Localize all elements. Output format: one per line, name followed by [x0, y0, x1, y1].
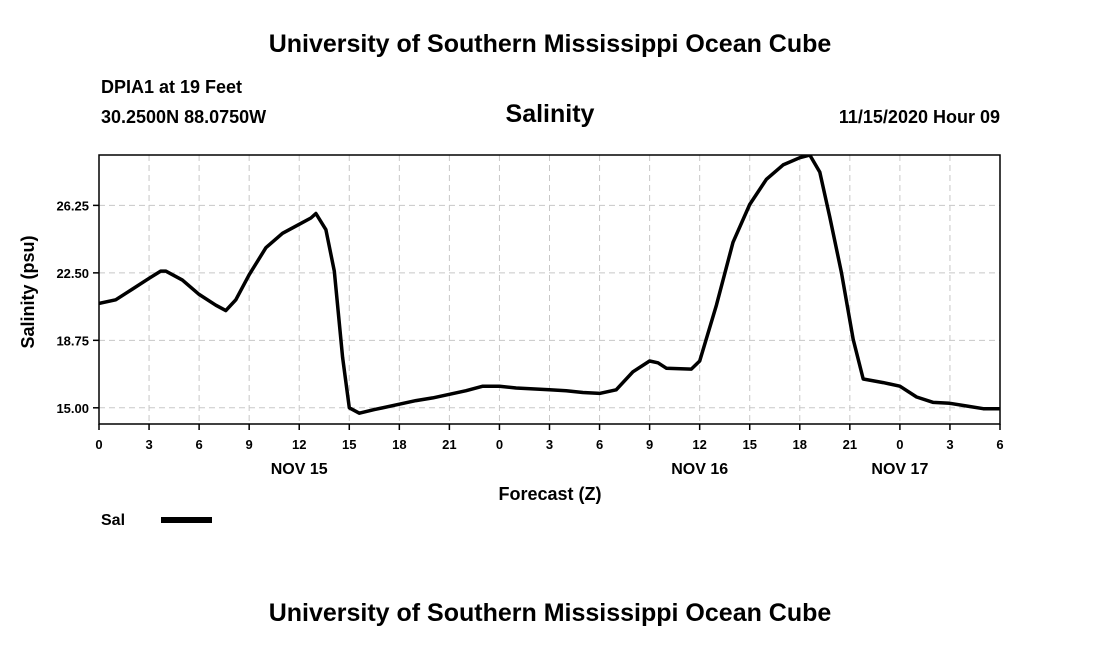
x-tick-label: 3	[946, 437, 953, 452]
x-tick-label: 15	[742, 437, 756, 452]
chart-title: Salinity	[505, 100, 595, 128]
x-date-label: NOV 17	[871, 461, 928, 478]
x-tick-label: 21	[843, 437, 857, 452]
x-tick-label: 12	[292, 437, 306, 452]
x-tick-label: 21	[442, 437, 456, 452]
axes: 0 3 6 9 12 15 18 21 0 3 6 9 12 15 18 21 0 3 6 NOV 15 NOV 16 N…	[56, 198, 1003, 478]
x-tick-label: 12	[692, 437, 706, 452]
footer-title: University of Southern Mississippi Ocean…	[268, 599, 832, 627]
x-tick-label: 0	[496, 437, 503, 452]
x-tick-label: 6	[996, 437, 1003, 452]
station-coordinates: 30.2500N 88.0750W	[101, 107, 267, 127]
y-axis-title: Salinity (psu)	[18, 235, 38, 348]
x-tick-label: 0	[95, 437, 102, 452]
station-label: DPIA1 at 19 Feet	[101, 77, 243, 97]
y-tick-label: 26.25	[56, 198, 89, 213]
x-tick-label: 6	[195, 437, 202, 452]
x-tick-label: 18	[392, 437, 406, 452]
y-tick-label: 15.00	[56, 401, 89, 416]
legend-label-sal: Sal	[101, 512, 125, 529]
x-tick-label: 3	[546, 437, 553, 452]
y-tick-label: 18.75	[56, 333, 89, 348]
x-tick-label: 6	[596, 437, 603, 452]
x-tick-label: 3	[145, 437, 152, 452]
forecast-timestamp: 11/15/2020 Hour 09	[838, 107, 1000, 127]
x-date-label: NOV 15	[271, 461, 328, 478]
main-title: University of Southern Mississippi Ocean…	[268, 30, 832, 58]
x-tick-label: 18	[793, 437, 807, 452]
x-tick-label: 9	[646, 437, 653, 452]
y-tick-label: 22.50	[56, 266, 89, 281]
series-line-sal	[99, 155, 1000, 415]
x-tick-label: 9	[246, 437, 253, 452]
plot-area	[99, 155, 1000, 415]
x-axis-title: Forecast (Z)	[498, 484, 601, 504]
x-tick-label: 15	[342, 437, 356, 452]
grid-lines	[99, 155, 1000, 424]
x-tick-label: 0	[896, 437, 903, 452]
legend: Sal	[101, 512, 212, 529]
x-date-label: NOV 16	[671, 461, 728, 478]
